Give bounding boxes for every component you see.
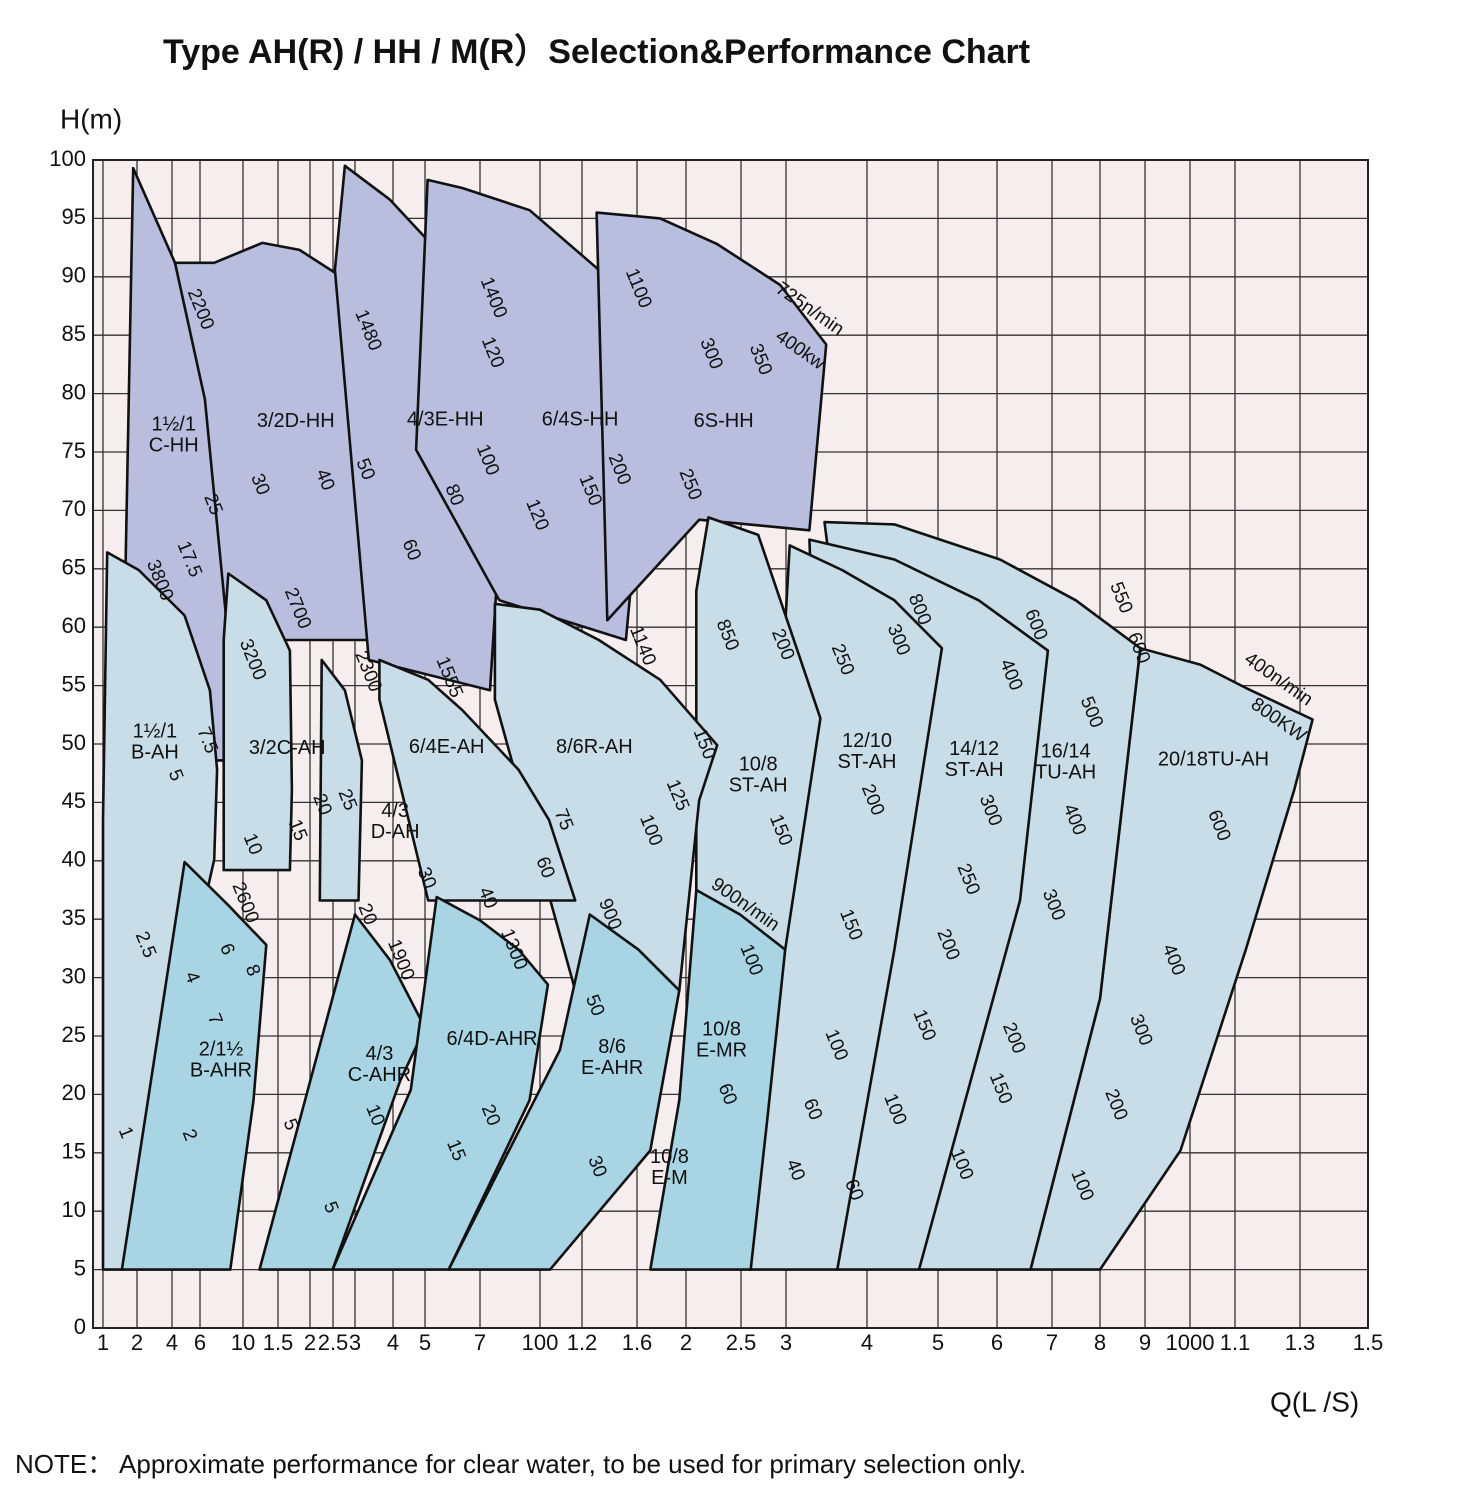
region-label: D-AH — [371, 821, 420, 843]
y-tick-label: 60 — [62, 613, 86, 638]
x-tick-label: 3 — [780, 1330, 792, 1355]
x-tick-label: 2.5 — [726, 1330, 757, 1355]
x-tick-label: 3 — [349, 1330, 361, 1355]
x-tick-label: 1.5 — [263, 1330, 294, 1355]
x-tick-label: 100 — [522, 1330, 559, 1355]
x-tick-label: 1.2 — [567, 1330, 598, 1355]
region-label: 20/18TU-AH — [1158, 749, 1269, 771]
x-tick-label: 5 — [932, 1330, 944, 1355]
region-label: 8/6 — [598, 1036, 626, 1058]
x-tick-label: 1.3 — [1285, 1330, 1316, 1355]
y-tick-label: 0 — [74, 1314, 86, 1339]
region-label: ST-AH — [945, 759, 1004, 781]
pump-region — [447, 913, 681, 1271]
region-label: 16/14 — [1041, 740, 1091, 762]
region-label: ST-AH — [729, 774, 788, 796]
region-label: 6/4S-HH — [542, 409, 619, 431]
region-label: 4/3E-HH — [407, 409, 484, 431]
x-tick-label: 5 — [419, 1330, 431, 1355]
y-tick-label: 10 — [62, 1197, 86, 1222]
y-tick-label: 90 — [62, 263, 86, 288]
x-tick-label: 2 — [680, 1330, 692, 1355]
y-tick-label: 65 — [62, 555, 86, 580]
y-tick-label: 55 — [62, 671, 86, 696]
x-tick-label: 1.5 — [1353, 1330, 1384, 1355]
y-tick-label: 80 — [62, 379, 86, 404]
x-tick-label: 2.5 — [318, 1330, 349, 1355]
region-label: 3/2D-HH — [257, 410, 335, 432]
region-label: 10/8 — [650, 1146, 689, 1168]
region-label: 10/8 — [739, 753, 778, 775]
region-label: 3/2C-AH — [249, 737, 326, 759]
pump-region — [101, 551, 219, 1271]
region-label: B-AH — [131, 742, 179, 764]
x-tick-label: 6 — [194, 1330, 206, 1355]
region-label: C-AHR — [348, 1064, 411, 1086]
region-label: ST-AH — [838, 751, 897, 773]
y-axis-label: H(m) — [60, 103, 122, 134]
region-label: 6S-HH — [694, 410, 754, 432]
x-tick-label: 4 — [166, 1330, 178, 1355]
region-label: 12/10 — [842, 730, 892, 752]
x-tick-label: 8 — [1094, 1330, 1106, 1355]
x-tick-label: 2 — [304, 1330, 316, 1355]
y-tick-label: 50 — [62, 730, 86, 755]
y-tick-label: 20 — [62, 1080, 86, 1105]
y-tick-label: 30 — [62, 963, 86, 988]
plot-frame — [92, 159, 1369, 1329]
region-label: TU-AH — [1035, 761, 1096, 783]
y-tick-label: 5 — [74, 1255, 86, 1280]
region-label: E-AHR — [581, 1057, 643, 1079]
y-tick-label: 95 — [62, 204, 86, 229]
region-label: 1½/1 — [133, 721, 177, 743]
x-axis-label: Q(L /S) — [1270, 1386, 1359, 1417]
x-tick-label: 6 — [991, 1330, 1003, 1355]
pump-region — [595, 211, 828, 622]
y-tick-label: 85 — [62, 321, 86, 346]
x-tick-label: 7 — [474, 1330, 486, 1355]
x-tick-label: 2 — [131, 1330, 143, 1355]
region-label: 6/4D-AHR — [446, 1028, 537, 1050]
x-tick-label: 4 — [861, 1330, 873, 1355]
region-label: 1½/1 — [151, 413, 195, 435]
region-label: E-M — [651, 1167, 688, 1189]
region-label: B-AHR — [190, 1059, 252, 1081]
y-tick-label: 45 — [62, 788, 86, 813]
y-tick-label: 25 — [62, 1022, 86, 1047]
pump-region — [222, 572, 294, 872]
x-tick-label: 7 — [1046, 1330, 1058, 1355]
x-tick-label: 10 — [231, 1330, 255, 1355]
x-tick-label: 1 — [97, 1330, 109, 1355]
region-label: 6/4E-AH — [409, 736, 485, 758]
pump-region — [318, 658, 364, 902]
pump-region — [331, 895, 550, 1271]
regions — [101, 164, 1314, 1271]
x-tick-label: 1.1 — [1220, 1330, 1251, 1355]
x-tick-label: 1000 — [1166, 1330, 1215, 1355]
pump-region — [258, 913, 427, 1271]
note: NOTE： Approximate performance for clear … — [15, 1449, 1026, 1479]
chart-title: Type AH(R) / HH / M(R）Selection&Performa… — [163, 32, 1030, 71]
pump-region — [649, 888, 787, 1271]
pump-region — [120, 860, 268, 1271]
y-tick-label: 35 — [62, 905, 86, 930]
y-tick-label: 100 — [49, 146, 86, 171]
y-tick-label: 15 — [62, 1139, 86, 1164]
pump-region — [378, 658, 577, 902]
x-tick-label: 1.6 — [622, 1330, 653, 1355]
region-label: E-MR — [696, 1039, 747, 1061]
region-label: 4/3 — [381, 800, 409, 822]
y-tick-label: 70 — [62, 496, 86, 521]
region-label: 8/6R-AH — [556, 736, 633, 758]
region-label: C-HH — [149, 434, 199, 456]
region-label: 10/8 — [702, 1018, 741, 1040]
x-tick-label: 9 — [1139, 1330, 1151, 1355]
region-label: 4/3 — [366, 1043, 394, 1065]
region-label: 2/1½ — [199, 1038, 244, 1060]
y-tick-label: 40 — [62, 847, 86, 872]
y-tick-label: 75 — [62, 438, 86, 463]
x-tick-label: 4 — [387, 1330, 399, 1355]
region-label: 14/12 — [949, 738, 999, 760]
